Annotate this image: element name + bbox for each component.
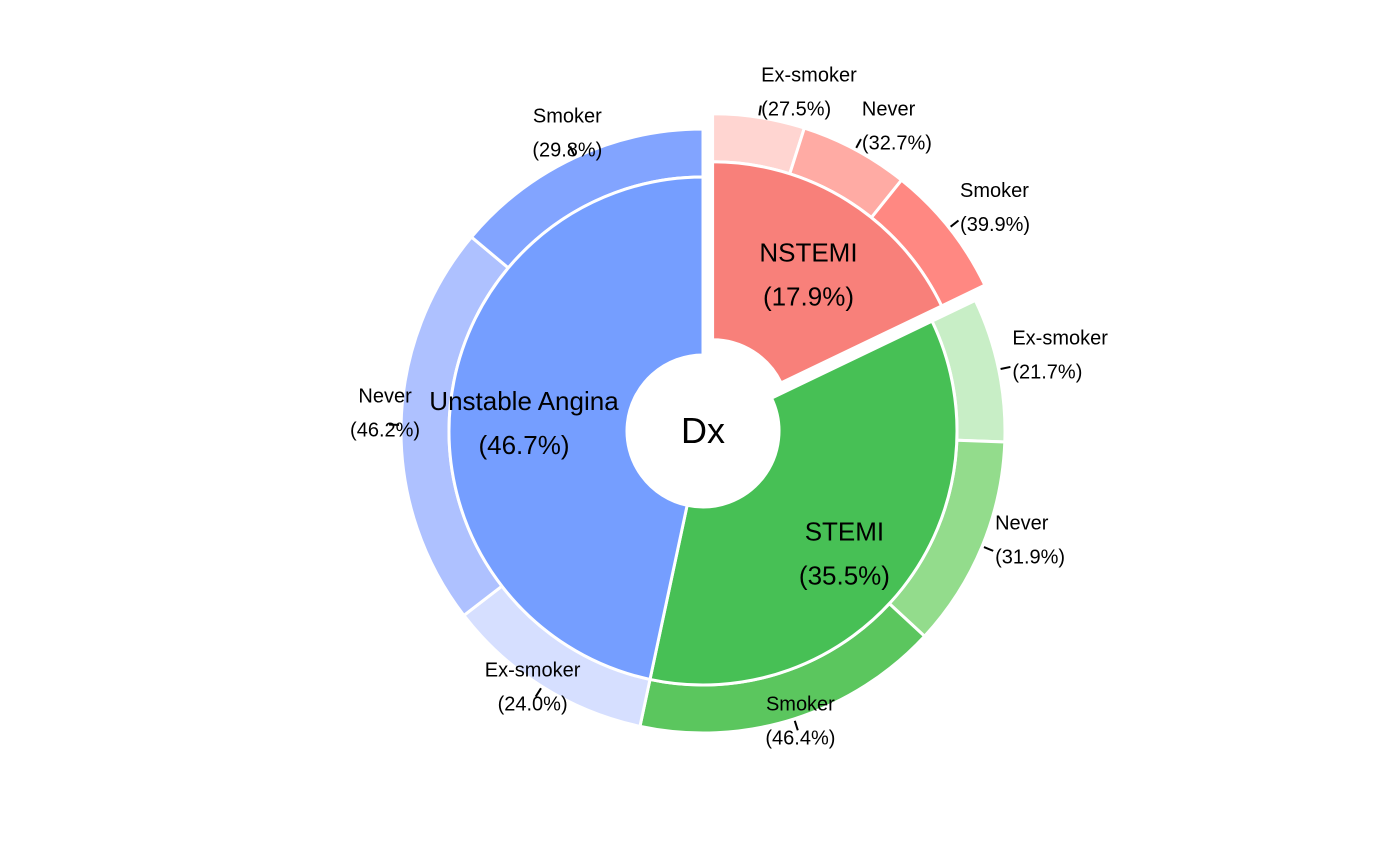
inner-label-unstable-angina: Unstable Angina [429, 386, 619, 416]
outer-pct-stemi-smoker: (46.4%) [765, 727, 835, 749]
outer-pct-unstable-angina-smoker: (29.8%) [532, 140, 602, 162]
outer-pct-stemi-never: (31.9%) [995, 547, 1065, 569]
inner-pct-stemi: (35.5%) [799, 560, 890, 590]
leader-stemi-never [983, 546, 994, 552]
outer-label-stemi-ex-smoker: Ex-smoker [1012, 328, 1108, 350]
leader-stemi-ex-smoker [1000, 365, 1011, 370]
center-label: Dx [681, 410, 725, 451]
outer-pct-unstable-angina-never: (46.2%) [350, 420, 420, 442]
inner-pct-unstable-angina: (46.7%) [478, 430, 569, 460]
outer-labels: Ex-smoker (27.5%) Never (32.7%) Smoker (39.9%… [350, 65, 1108, 750]
outer-label-unstable-angina-ex-smoker: Ex-smoker [485, 659, 581, 681]
inner-labels: NSTEMI (17.9%) STEMI (35.5%) Unstable Angina… [429, 237, 890, 590]
outer-label-stemi-never: Never [995, 513, 1049, 535]
leader-stemi-smoker [793, 720, 799, 731]
outer-pct-nstemi-never: (32.7%) [862, 132, 932, 154]
outer-pct-unstable-angina-ex-smoker: (24.0%) [498, 693, 568, 715]
outer-label-nstemi-ex-smoker: Ex-smoker [761, 65, 857, 87]
leader-nstemi-never [855, 138, 862, 149]
outer-label-unstable-angina-smoker: Smoker [533, 106, 602, 128]
leader-nstemi-smoker [950, 219, 960, 228]
outer-pct-stemi-ex-smoker: (21.7%) [1012, 362, 1082, 384]
leader-lines [389, 105, 1011, 731]
leader-unstable-angina-ex-smoker [534, 687, 542, 698]
outer-label-unstable-angina-never: Never [358, 386, 412, 408]
outer-label-nstemi-never: Never [862, 98, 916, 120]
inner-pct-nstemi: (17.9%) [763, 281, 854, 311]
outer-label-stemi-smoker: Smoker [766, 693, 835, 715]
center-hole [627, 355, 779, 507]
inner-label-nstemi: NSTEMI [759, 237, 857, 267]
inner-slice-nstemi [711, 160, 944, 385]
outer-label-nstemi-smoker: Smoker [960, 180, 1029, 202]
outer-pct-nstemi-smoker: (39.9%) [960, 214, 1030, 236]
leader-nstemi-ex-smoker [758, 105, 762, 116]
leader-unstable-angina-smoker [569, 146, 576, 156]
outer-pct-nstemi-ex-smoker: (27.5%) [761, 99, 831, 121]
inner-label-stemi: STEMI [805, 516, 884, 546]
